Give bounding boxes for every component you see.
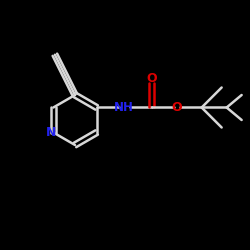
Text: N: N [46,126,56,139]
Text: O: O [146,72,157,85]
Text: O: O [171,101,182,114]
Text: NH: NH [114,101,134,114]
